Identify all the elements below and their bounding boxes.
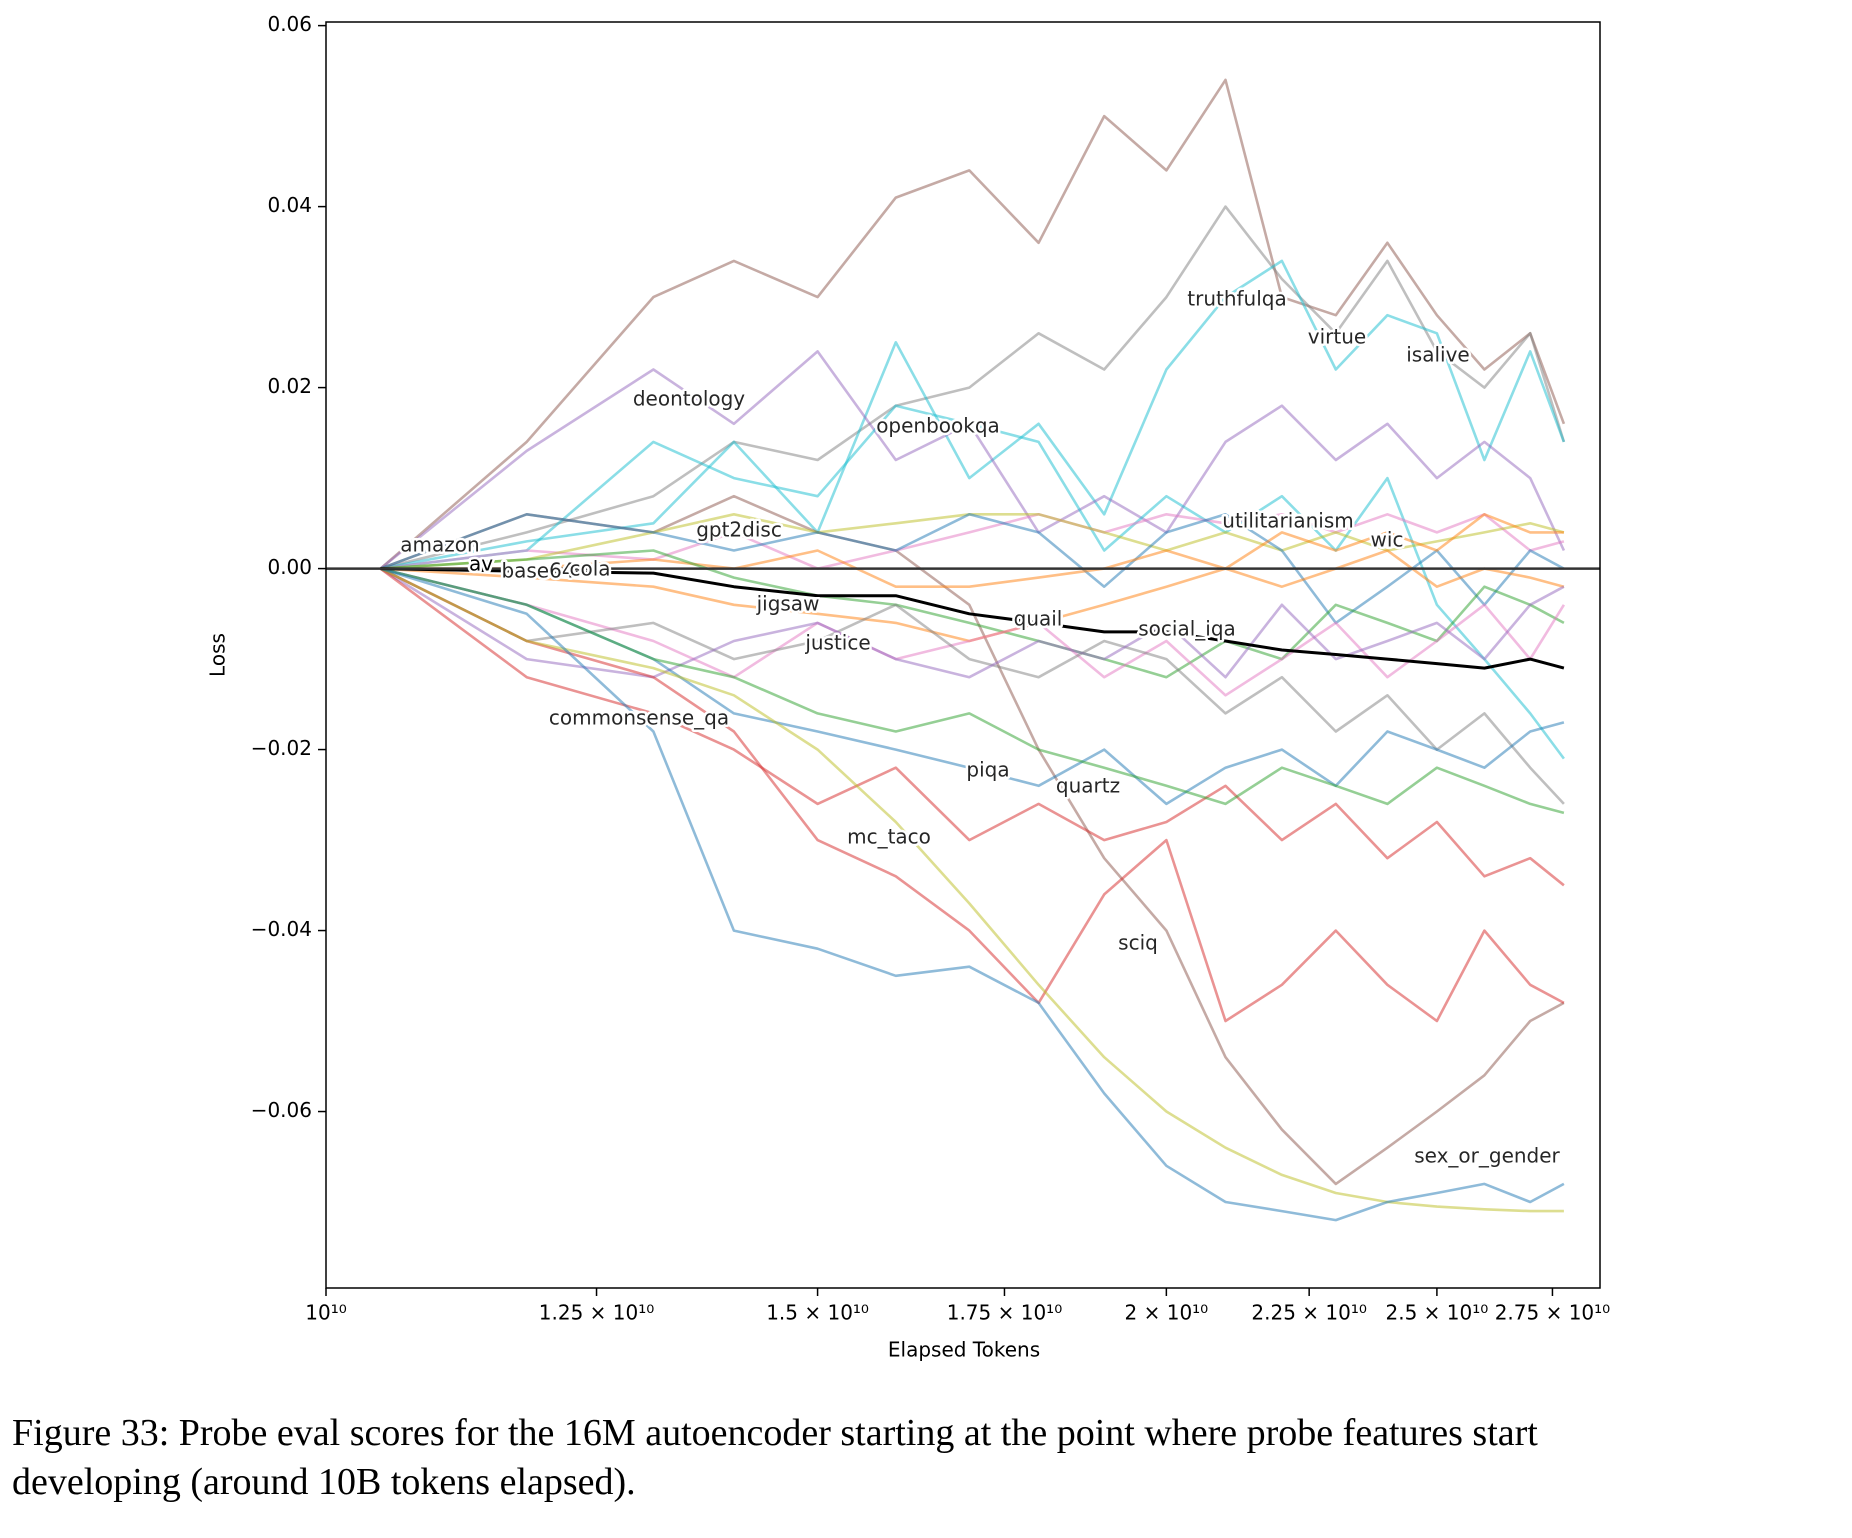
y-tick-label: 0.04 <box>267 193 312 217</box>
series-line <box>379 350 1566 570</box>
series-line <box>380 494 1565 1186</box>
series-line <box>380 567 1565 1222</box>
series-label: isalive <box>1406 343 1470 367</box>
series-label: gpt2disc <box>696 518 782 542</box>
series-label: base64 <box>501 559 574 583</box>
x-tick-label: 2.25 × 10¹⁰ <box>1251 1301 1367 1325</box>
series-line <box>379 567 1565 1023</box>
x-tick-label: 1.5 × 10¹⁰ <box>766 1301 869 1325</box>
caption-line: developing (around 10B tokens elapsed). <box>12 1461 636 1503</box>
series-label: quartz <box>1056 774 1120 798</box>
series-label: piqa <box>966 758 1009 782</box>
series-label: sciq <box>1118 931 1158 955</box>
series-line <box>380 259 1566 570</box>
series-line <box>380 549 1565 679</box>
series-label: utilitarianism <box>1222 509 1353 533</box>
x-tick-label: 1.25 × 10¹⁰ <box>539 1301 655 1325</box>
series-label: commonsense_qa <box>549 706 729 730</box>
caption-line: Figure 33: Probe eval scores for the 16M… <box>12 1412 1538 1454</box>
series-line <box>380 513 1565 570</box>
y-tick-label: 0.02 <box>267 374 312 398</box>
series-label: virtue <box>1308 325 1366 349</box>
series-label: jigsaw <box>756 592 820 616</box>
series-line <box>379 78 1566 570</box>
series-line <box>379 567 1564 1213</box>
series-label: wic <box>1371 528 1404 552</box>
series-line <box>379 567 1565 679</box>
series-label: justice <box>804 631 870 655</box>
series-line <box>380 567 1565 670</box>
series-label: av <box>469 552 493 576</box>
series-label: truthfulqa <box>1187 287 1286 311</box>
y-tick-label: 0.06 <box>267 12 312 36</box>
series-line <box>380 567 1565 815</box>
x-axis-label: Elapsed Tokens <box>888 1338 1040 1362</box>
x-tick-label: 10¹⁰ <box>305 1301 346 1325</box>
y-axis-label: Loss <box>206 633 230 677</box>
series-line <box>380 513 1564 588</box>
x-tick-label: 1.75 × 10¹⁰ <box>947 1301 1063 1325</box>
y-tick-label: −0.04 <box>251 917 312 941</box>
series-label: mc_taco <box>847 825 931 849</box>
series-label: openbookqa <box>876 414 1000 438</box>
x-tick-label: 2.75 × 10¹⁰ <box>1495 1301 1611 1325</box>
series-line <box>379 567 1565 805</box>
x-tick-label: 2.5 × 10¹⁰ <box>1386 1301 1489 1325</box>
series-label: amazon <box>400 533 479 557</box>
series-line <box>380 549 1565 643</box>
series-label: cola <box>569 557 610 581</box>
x-tick-label: 2 × 10¹⁰ <box>1125 1301 1209 1325</box>
series-label: quail <box>1014 607 1063 631</box>
y-tick-label: −0.02 <box>251 736 312 760</box>
series-label: deontology <box>633 387 745 411</box>
y-tick-label: −0.06 <box>251 1098 312 1122</box>
series-line <box>380 567 1566 697</box>
series-line <box>380 513 1565 570</box>
series-label: sex_or_gender <box>1414 1144 1560 1168</box>
plot-frame <box>325 21 1601 1289</box>
y-tick-label: 0.00 <box>267 555 312 579</box>
lines <box>379 78 1566 1222</box>
series-line <box>379 567 1565 887</box>
series-label: social_iqa <box>1138 617 1236 641</box>
